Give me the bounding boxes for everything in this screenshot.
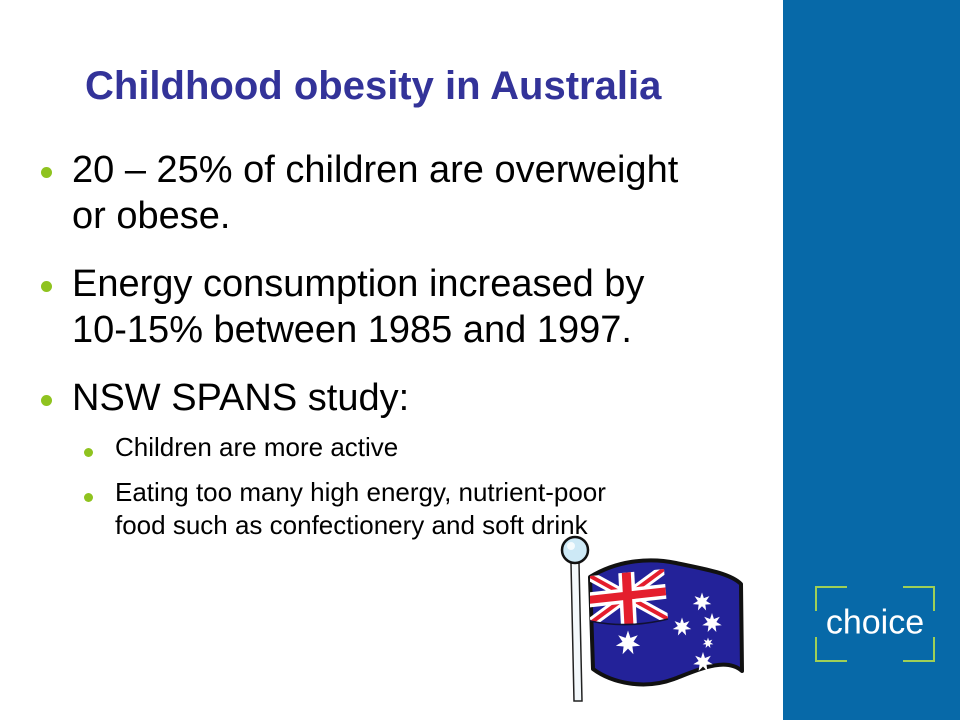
bullet-dot-icon (41, 167, 52, 178)
bracket-corner-icon (903, 637, 935, 662)
bullet-dot-icon (41, 395, 52, 406)
australian-flag-icon (548, 533, 760, 713)
bullet-dot-icon (84, 448, 93, 457)
slide-title: Childhood obesity in Australia (85, 64, 662, 108)
sub-bullet-item: Eating too many high energy, nutrient-po… (0, 476, 606, 542)
bullet-text-line: 10-15% between 1985 and 1997. (72, 309, 632, 351)
bullet-item: 20 – 25% of children are overweight or o… (0, 147, 678, 239)
bullet-dot-icon (84, 493, 93, 502)
bracket-corner-icon (815, 637, 847, 662)
bracket-corner-icon (903, 586, 935, 611)
bullet-dot-icon (41, 281, 52, 292)
bracket-corner-icon (815, 586, 847, 611)
bullet-text-line: Children are more active (115, 432, 399, 462)
sub-bullet-item: Children are more active (0, 431, 398, 464)
choice-logo-text: choice (825, 603, 925, 642)
sidebar: choice (783, 0, 960, 720)
bullet-text-line: 20 – 25% of children are overweight (72, 149, 679, 191)
bullet-text-line: Energy consumption increased by (72, 263, 645, 305)
choice-logo: choice (815, 586, 935, 662)
bullet-text-line: food such as confectionery and soft drin… (115, 510, 588, 540)
bullet-item: NSW SPANS study: (0, 375, 409, 421)
bullet-text-line: Eating too many high energy, nutrient-po… (115, 477, 606, 507)
bullet-text-line: NSW SPANS study: (72, 377, 410, 419)
bullet-item: Energy consumption increased by 10-15% b… (0, 261, 644, 353)
bullet-text-line: or obese. (72, 195, 231, 237)
